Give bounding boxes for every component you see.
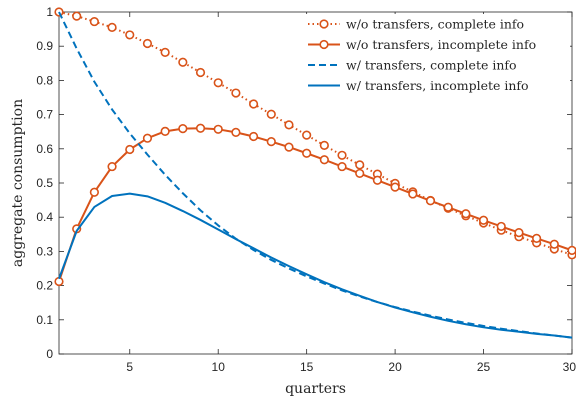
data-point [284,142,294,152]
x-axis-title: quarters [285,381,346,397]
legend-label: w/ transfers, complete info [346,58,517,73]
data-point [125,30,135,40]
data-point [195,67,206,78]
y-axis: 0 0.1 0.2 0.3 0.4 0.5 0.6 0.7 0.8 0.9 1 [36,5,572,361]
legend-marker [319,19,329,29]
x-tick-label: 5 [126,360,133,374]
data-point [142,133,153,143]
data-point [390,182,400,192]
y-tick-label: 0.8 [36,73,53,87]
data-point [319,155,329,165]
data-point [178,57,188,67]
y-tick-label: 0.6 [36,142,53,156]
data-point [372,175,383,185]
data-point [231,127,241,137]
data-point [125,144,135,155]
data-point [284,120,294,130]
series-layer [54,7,576,339]
data-point [89,187,99,197]
data-point [195,123,206,133]
x-tick-label: 25 [477,360,491,374]
y-tick-label: 0 [46,347,53,361]
series-line [58,11,573,339]
data-point [302,148,312,158]
data-point [549,239,559,249]
data-point [478,215,489,225]
data-point [142,38,153,49]
data-point [213,124,223,134]
y-tick-label: 0.4 [36,210,53,224]
y-tick-label: 0.5 [36,176,53,190]
legend-marker [319,39,329,50]
y-tick-label: 0.7 [36,108,53,122]
data-point [337,161,347,172]
y-axis-title: aggregate consumption [10,99,26,267]
data-point [443,202,453,212]
legend-label: w/o transfers, incomplete info [346,37,536,52]
series-line [58,192,573,339]
legend-box [300,14,570,105]
data-point [107,161,117,172]
data-point [461,209,471,219]
x-tick-label: 20 [388,360,402,374]
data-point [213,78,223,88]
series-3 [58,11,573,339]
x-tick-label: 30 [563,360,576,374]
data-point [107,22,117,32]
data-point [408,189,418,199]
data-point [319,140,329,150]
data-point [72,11,82,21]
y-tick-label: 0.9 [36,39,53,53]
data-point [266,109,276,119]
y-tick-label: 0.2 [36,279,53,293]
data-point [355,168,365,179]
data-point [532,233,542,244]
data-point [248,131,259,142]
x-tick-label: 10 [212,360,226,374]
series-2 [54,123,576,287]
y-tick-label: 1 [46,5,53,19]
data-point [178,124,188,134]
data-point [425,196,436,206]
data-point [355,160,365,170]
data-point [248,99,259,109]
series-4 [58,192,573,339]
x-tick-label: 15 [300,360,314,374]
data-point [302,130,312,140]
data-point [567,245,576,255]
data-point [54,276,64,287]
data-point [337,150,347,160]
data-point [160,126,170,136]
data-point [496,221,506,232]
data-point [160,47,170,57]
data-point [231,88,241,98]
x-axis: 5 10 15 20 25 30 [126,12,576,374]
data-point [266,137,276,147]
legend-label: w/o transfers, complete info [346,17,524,32]
data-point [89,16,99,27]
y-tick-label: 0.1 [36,313,53,327]
legend-label: w/ transfers, incomplete info [346,78,529,93]
data-point [514,227,524,238]
legend: w/o transfers, complete info w/o transfer… [300,14,570,105]
y-tick-label: 0.3 [36,244,53,258]
